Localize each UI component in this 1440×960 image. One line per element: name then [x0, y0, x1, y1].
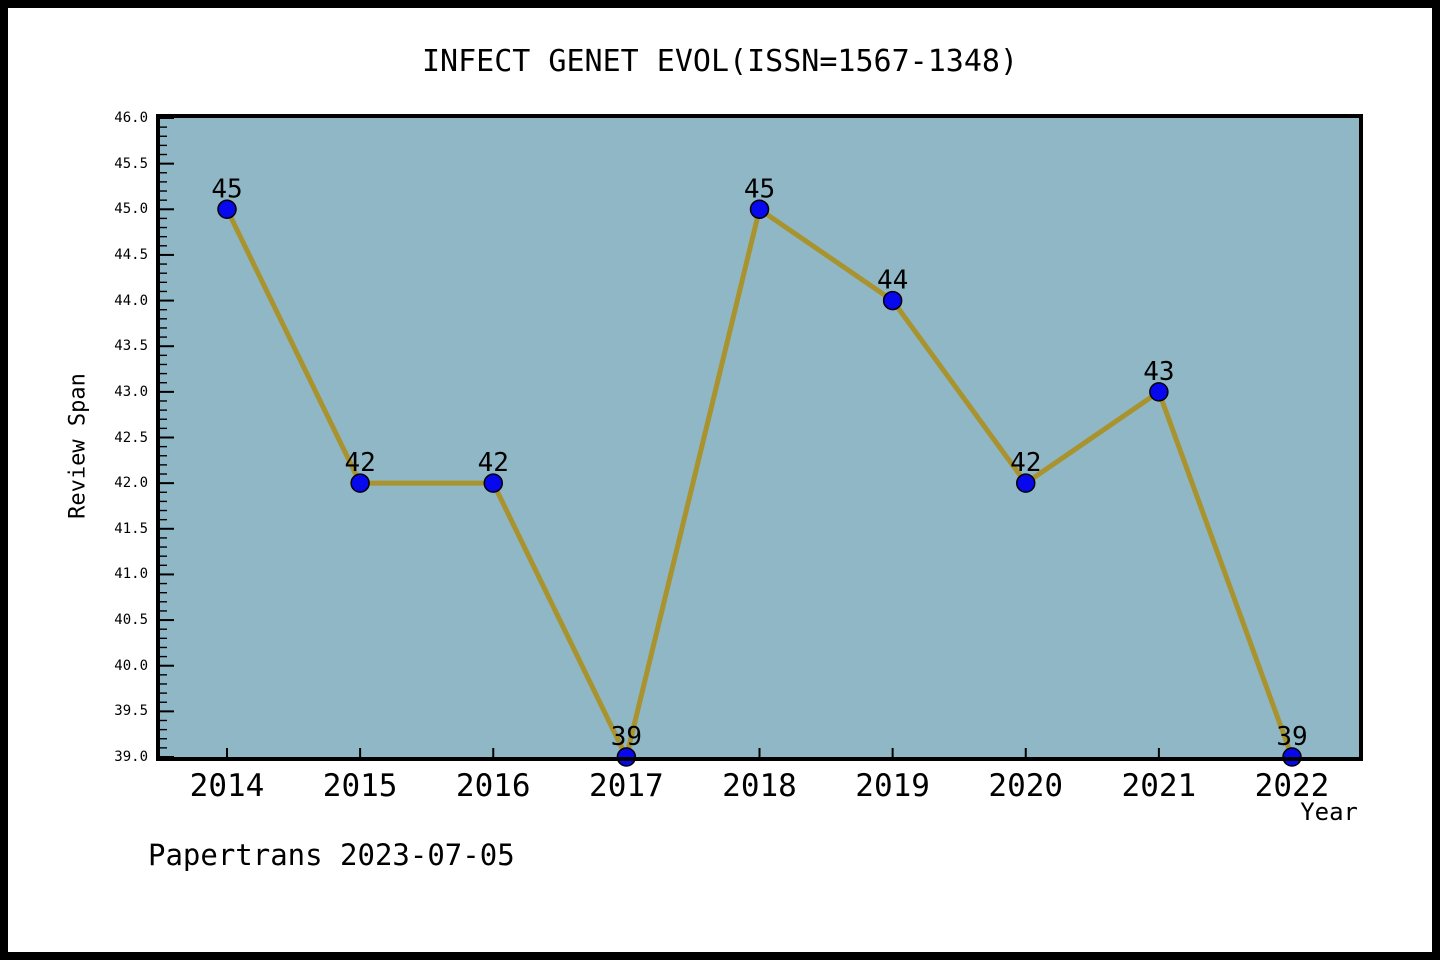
y-axis-tick-label: 39.5	[114, 703, 148, 720]
x-axis-tick-label: 2022	[1254, 768, 1330, 804]
x-axis-tick-label: 2021	[1121, 768, 1197, 804]
x-axis-tick-label: 2017	[589, 768, 664, 804]
data-point	[749, 199, 770, 220]
data-point	[882, 290, 903, 311]
watermark-text: Papertrans 2023-07-05	[148, 838, 515, 872]
data-point	[1149, 382, 1169, 402]
plot-canvas: 45 42 42 39 45 44 42 43 39	[156, 114, 1363, 767]
data-point-label: 42	[1010, 448, 1041, 478]
x-axis-tick-label: 2015	[322, 768, 398, 804]
x-axis-tick-label: 2016	[455, 768, 531, 804]
data-point-label: 45	[211, 174, 242, 204]
y-axis-tick-label: 46.0	[114, 110, 148, 126]
x-axis-label: Year	[1300, 798, 1358, 826]
trend-line	[224, 205, 1295, 765]
y-axis-tick-label: 40.5	[114, 612, 148, 629]
data-point	[483, 473, 503, 493]
data-point-label: 43	[1143, 357, 1174, 387]
y-axis-tick-label: 42.5	[114, 429, 148, 446]
data-point-label: 42	[344, 448, 375, 478]
x-axis-tick-label: 2018	[722, 768, 797, 804]
y-axis-tick-label: 41.5	[114, 520, 148, 537]
y-axis-tick-label: 44.5	[114, 246, 148, 263]
data-point-label: 45	[744, 174, 775, 204]
data-point-label: 39	[1276, 722, 1307, 752]
x-axis-tick-label: 2014	[189, 768, 265, 804]
data-point-label: 39	[611, 722, 642, 752]
plot-frame	[156, 114, 1363, 761]
y-axis-tick-label: 45.0	[114, 201, 148, 218]
data-point	[1016, 473, 1036, 493]
data-point-label: 42	[478, 448, 509, 478]
y-axis-tick-label: 39.0	[114, 749, 148, 765]
data-point	[217, 199, 237, 220]
chart-title: INFECT GENET EVOL(ISSN=1567-1348)	[421, 44, 1019, 79]
y-axis-label: Review Span	[65, 373, 91, 519]
y-axis-tick-label: 42.0	[114, 475, 148, 492]
plot-area: 45 42 42 39 45 44 42 43 39	[156, 114, 1363, 767]
x-axis-tick-label: 2019	[855, 768, 930, 804]
data-point-label: 44	[877, 266, 908, 296]
y-axis-tick-label: 44.0	[114, 292, 148, 309]
y-axis-tick-label: 41.0	[114, 566, 148, 583]
x-axis-tick-label: 2020	[988, 768, 1064, 804]
y-axis-tick-label: 45.5	[114, 155, 148, 172]
y-axis-tick-label: 43.0	[114, 383, 148, 400]
data-point	[350, 473, 370, 493]
y-axis-tick-label: 40.0	[114, 657, 148, 674]
y-axis-tick-label: 43.5	[114, 338, 148, 355]
